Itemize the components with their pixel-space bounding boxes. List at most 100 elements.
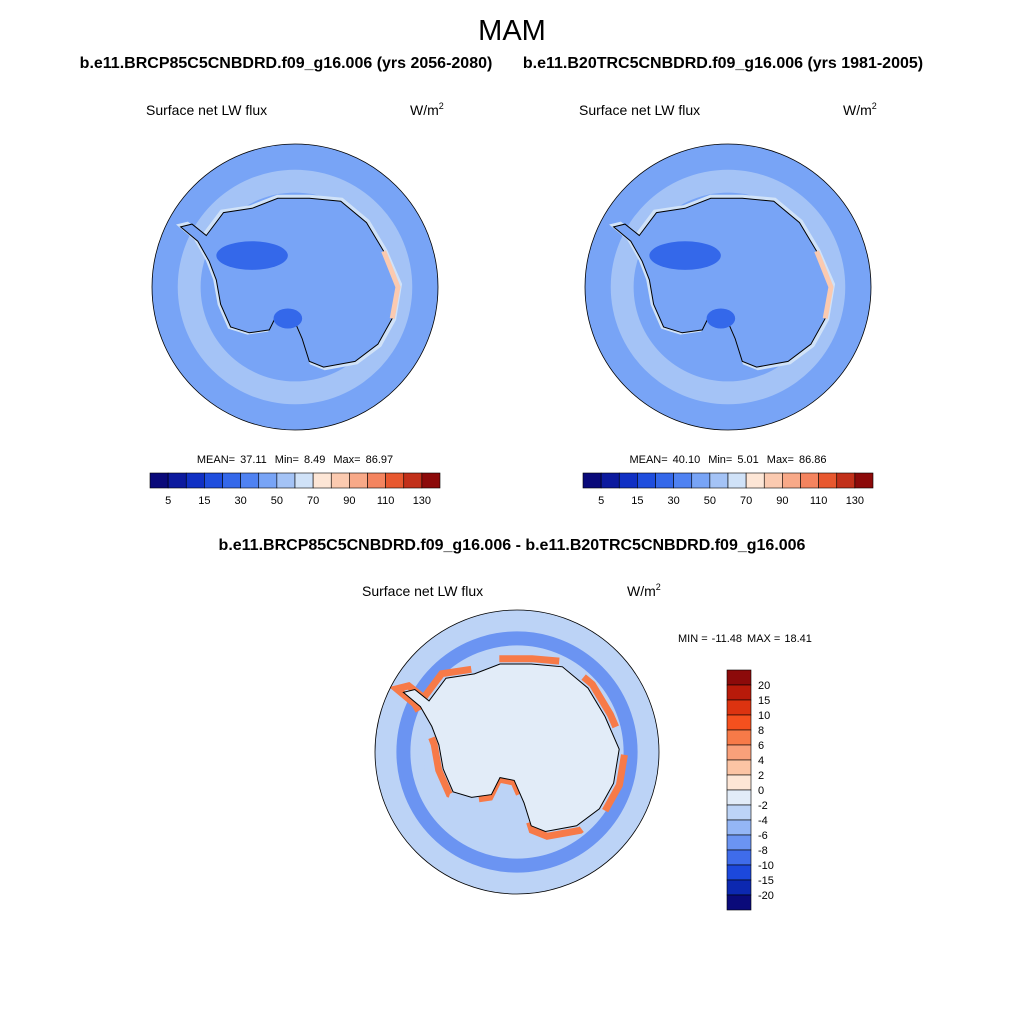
colorbar-box — [349, 472, 368, 489]
colorbar-label: 30 — [668, 495, 680, 507]
colorbar-label: 70 — [740, 495, 752, 507]
stat-value: 5.01 — [737, 454, 758, 466]
colorbar-box — [726, 774, 752, 791]
colorbar-label: 20 — [758, 680, 770, 692]
map-border — [584, 143, 872, 431]
colorbar-label: -20 — [758, 890, 774, 902]
colorbar-box — [726, 669, 752, 686]
map-low-region — [649, 241, 721, 270]
colorbar-label: 15 — [631, 495, 643, 507]
stats: MEAN= 37.11 Min= 8.49 Max= 86.97 — [197, 454, 393, 466]
colorbar-label: -10 — [758, 860, 774, 872]
colorbar-box — [836, 472, 856, 489]
stat-value: 40.10 — [673, 454, 701, 466]
map-border — [374, 609, 660, 895]
colorbar-box — [726, 699, 752, 716]
stat-label: MEAN= — [197, 454, 235, 466]
colorbar-label: 110 — [810, 495, 828, 507]
colorbar-label: 50 — [271, 495, 283, 507]
variable-label: Surface net LW flux — [362, 583, 483, 599]
figure-title: MAM — [478, 15, 546, 47]
units-base: W/m — [843, 102, 872, 118]
colorbar-box — [637, 472, 656, 489]
colorbar-label: 0 — [758, 785, 764, 797]
stat-label: MAX = — [747, 633, 780, 645]
colorbar-label: 130 — [413, 495, 431, 507]
colorbar-box — [149, 472, 169, 489]
colorbar-box — [726, 744, 752, 761]
colorbar-box — [726, 834, 752, 851]
stat-label: MEAN= — [629, 454, 667, 466]
stats: MEAN= 40.10 Min= 5.01 Max= 86.86 — [629, 454, 826, 466]
units-base: W/m — [627, 583, 656, 599]
map-low-region — [706, 308, 736, 329]
colorbar-label: 10 — [758, 710, 770, 722]
map-warm-coast — [389, 655, 630, 840]
units-exponent: 2 — [656, 582, 661, 592]
colorbar-box — [726, 729, 752, 746]
colorbar-label: 6 — [758, 740, 764, 752]
stats: MIN = -11.48 MAX = 18.41 — [678, 633, 812, 645]
colorbar-label: -15 — [758, 875, 774, 887]
map-low-region — [216, 241, 288, 270]
colorbar-box — [726, 894, 752, 911]
stat-label: Min= — [708, 454, 732, 466]
colorbar-box — [726, 849, 752, 866]
map-continent — [402, 663, 620, 833]
colorbar-box — [782, 472, 801, 489]
panel-title: b.e11.BRCP85C5CNBDRD.f09_g16.006 - b.e11… — [219, 537, 806, 554]
map-warm-coast — [381, 250, 401, 319]
colorbar-box — [726, 879, 752, 896]
colorbar-box — [726, 804, 752, 821]
map-continent — [612, 197, 832, 368]
colorbar-label: 90 — [343, 495, 355, 507]
colorbar-label: 30 — [235, 495, 247, 507]
units-label: W/m2 — [843, 101, 877, 118]
colorbar-box — [185, 472, 205, 489]
colorbar-box — [276, 472, 296, 489]
colorbar-box — [854, 472, 874, 489]
colorbar-box — [726, 864, 752, 881]
colorbar-box — [258, 472, 278, 489]
panel-title: b.e11.B20TRC5CNBDRD.f09_g16.006 (yrs 198… — [523, 55, 923, 72]
units-label: W/m2 — [627, 582, 661, 599]
colorbar-label: -6 — [758, 830, 768, 842]
colorbar-box — [385, 472, 405, 489]
stat-label: Max= — [767, 454, 794, 466]
colorbar-label: 8 — [758, 725, 764, 737]
colorbar-box — [240, 472, 260, 489]
stat-value: -11.48 — [712, 633, 742, 645]
map-warm-coast — [814, 250, 834, 319]
colorbar-label: 110 — [377, 495, 395, 507]
colorbar-label: -8 — [758, 845, 768, 857]
colorbar-box — [726, 819, 752, 836]
map-low-region — [273, 308, 303, 329]
colorbar-box — [726, 684, 752, 701]
units-exponent: 2 — [439, 101, 444, 111]
colorbar-box — [673, 472, 693, 489]
colorbar-label: 4 — [758, 755, 764, 767]
colorbar-label: -4 — [758, 815, 768, 827]
variable-label: Surface net LW flux — [146, 102, 267, 118]
map-cool-ring — [396, 631, 638, 873]
stat-label: Min= — [275, 454, 299, 466]
colorbar-label: 130 — [846, 495, 864, 507]
colorbar-box — [618, 472, 638, 489]
colorbar-label: 15 — [198, 495, 210, 507]
colorbar-box — [745, 472, 765, 489]
colorbar-box — [403, 472, 423, 489]
colorbar-box — [800, 472, 819, 489]
colorbar-label: 50 — [704, 495, 716, 507]
panel-title: b.e11.BRCP85C5CNBDRD.f09_g16.006 (yrs 20… — [80, 55, 493, 72]
stat-value: 18.41 — [784, 633, 812, 645]
stat-value: 86.86 — [799, 454, 827, 466]
colorbar-box — [294, 472, 314, 489]
colorbar-box — [312, 472, 332, 489]
colorbar-box — [167, 472, 187, 489]
colorbar-box — [818, 472, 838, 489]
stat-label: Max= — [333, 454, 360, 466]
units-base: W/m — [410, 102, 439, 118]
colorbar-box — [367, 472, 386, 489]
colorbar-box — [582, 472, 602, 489]
colorbar-label: 90 — [776, 495, 788, 507]
